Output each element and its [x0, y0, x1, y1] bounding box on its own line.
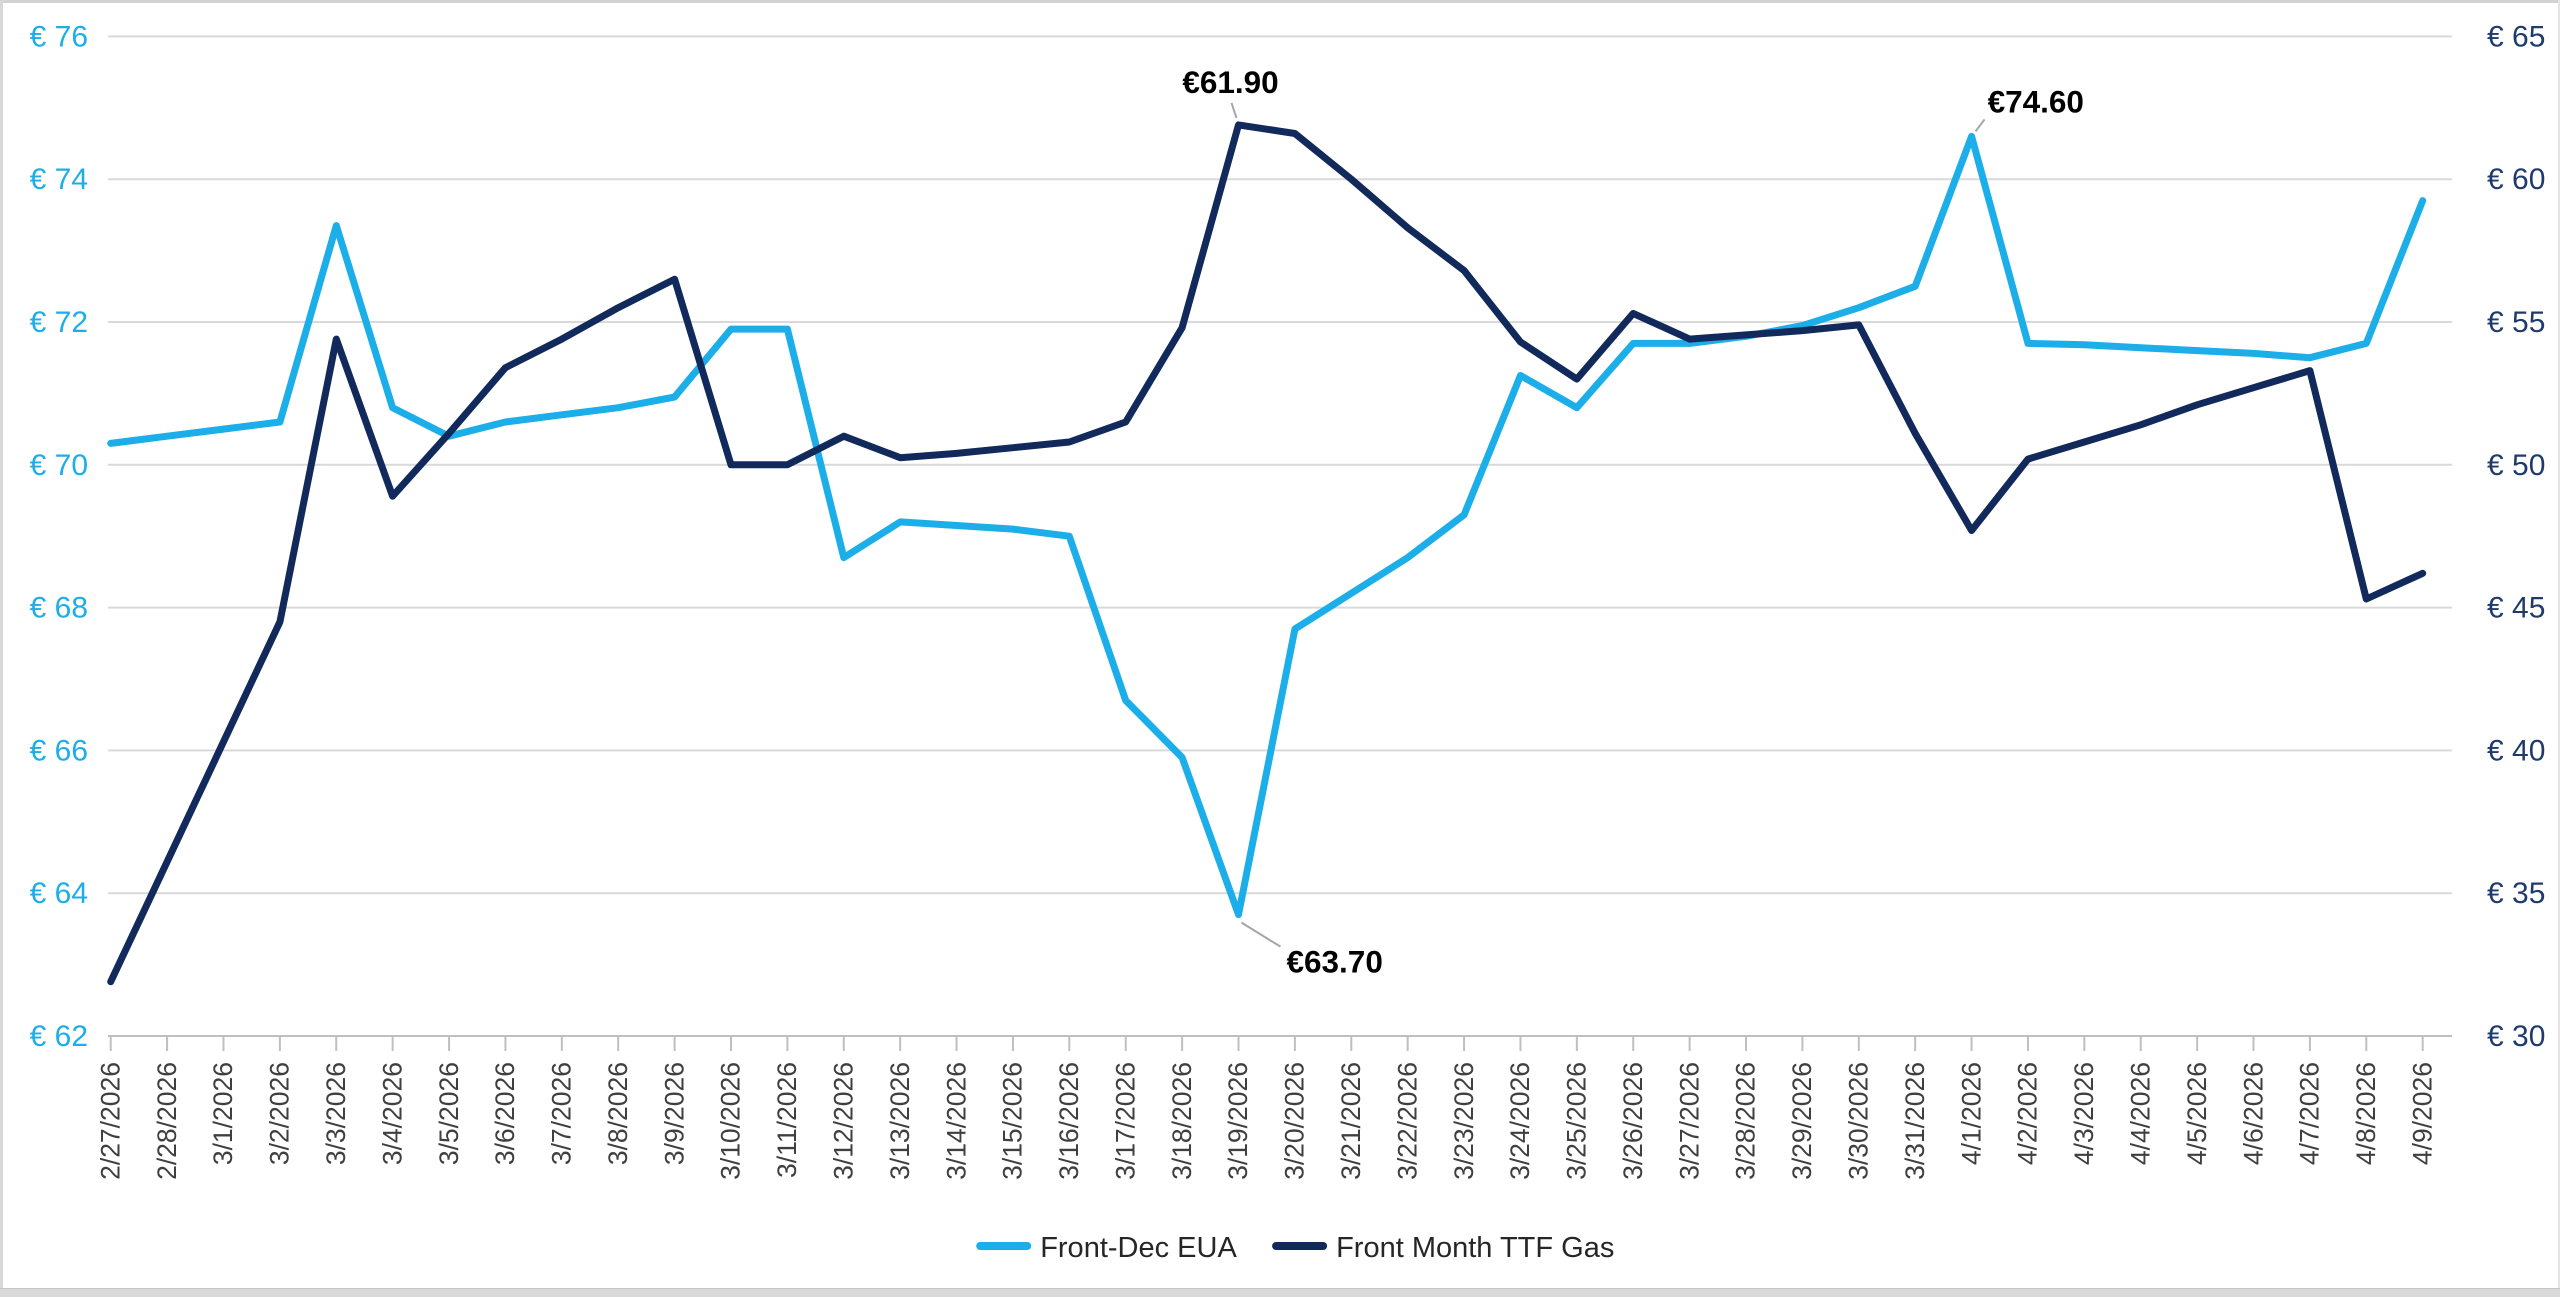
legend-item: Front-Dec EUA [976, 1232, 1237, 1264]
annotation-leader-line [1240, 921, 1282, 948]
x-axis-label: 4/3/2026 [2069, 1062, 2099, 1165]
x-axis-label: 3/27/2026 [1674, 1062, 1704, 1180]
x-axis-labels: 2/27/2026 2/28/2026 3/1/2026 3/2/2026 3/3/20… [95, 1062, 2437, 1180]
x-axis-label: 3/18/2026 [1167, 1062, 1197, 1180]
x-axis-label: 3/19/2026 [1223, 1062, 1253, 1180]
x-axis-label: 4/9/2026 [2407, 1062, 2437, 1165]
window-left-border [0, 0, 3, 1297]
x-axis-label: 4/2/2026 [2013, 1062, 2043, 1165]
left-axis-label: € 70 [30, 449, 88, 482]
x-axis-label: 3/2/2026 [265, 1062, 295, 1165]
right-axis-label: € 35 [2487, 877, 2545, 910]
x-axis-label: 3/11/2026 [772, 1062, 802, 1178]
legend-swatch [1272, 1242, 1328, 1250]
legend-label: Front Month TTF Gas [1336, 1232, 1614, 1264]
x-axis-label: 3/1/2026 [208, 1062, 238, 1165]
window-top-border [0, 0, 2560, 3]
x-axis-label: 3/20/2026 [1280, 1062, 1310, 1180]
axes [108, 1035, 2452, 1051]
left-axis-label: € 66 [30, 734, 88, 767]
right-axis-label: € 60 [2487, 163, 2545, 196]
annotation-label: €63.70 [1287, 944, 1383, 980]
x-axis-label: 3/26/2026 [1618, 1062, 1648, 1180]
x-axis-label: 3/16/2026 [1054, 1062, 1084, 1180]
x-axis-label: 3/15/2026 [998, 1062, 1028, 1180]
x-axis-label: 3/3/2026 [321, 1062, 351, 1165]
x-axis-label: 3/9/2026 [659, 1062, 689, 1165]
x-axis-label: 4/5/2026 [2182, 1062, 2212, 1165]
series-lines [107, 121, 2427, 986]
window-right-border [2558, 0, 2560, 1297]
left-axis-label: € 74 [30, 163, 88, 196]
x-axis-label: 3/17/2026 [1110, 1062, 1140, 1180]
x-axis-label: 3/23/2026 [1449, 1062, 1479, 1180]
x-axis-label: 3/29/2026 [1787, 1062, 1817, 1180]
right-axis-label: € 65 [2487, 20, 2545, 53]
gridlines [108, 35, 2452, 895]
x-axis-label: 4/4/2026 [2125, 1062, 2155, 1165]
x-axis-label: 4/1/2026 [1956, 1062, 1986, 1165]
x-axis-label: 3/14/2026 [941, 1062, 971, 1180]
legend-item: Front Month TTF Gas [1272, 1232, 1614, 1264]
window-bottom-bar [0, 1288, 2560, 1297]
x-axis-label: 2/28/2026 [152, 1062, 182, 1180]
x-axis-label: 3/28/2026 [1731, 1062, 1761, 1180]
legend-swatch [976, 1242, 1032, 1250]
x-axis-label: 3/8/2026 [603, 1062, 633, 1165]
x-axis-label: 3/13/2026 [885, 1062, 915, 1180]
left-axis-label: € 72 [30, 306, 88, 339]
right-axis-label: € 50 [2487, 449, 2545, 482]
legend: Front-Dec EUA Front Month TTF Gas [976, 1232, 1614, 1264]
x-axis-label: 3/24/2026 [1505, 1062, 1535, 1180]
right-axis-label: € 40 [2487, 734, 2545, 767]
right-axis-label: € 45 [2487, 592, 2545, 625]
annotation-label: €74.60 [1988, 83, 2084, 119]
annotation-label: €61.90 [1182, 64, 1278, 100]
right-axis-label: € 55 [2487, 306, 2545, 339]
x-axis-label: 2/27/2026 [95, 1062, 125, 1180]
x-axis-label: 4/6/2026 [2238, 1062, 2268, 1165]
x-axis-label: 3/31/2026 [1900, 1062, 1930, 1180]
legend-label: Front-Dec EUA [1040, 1232, 1237, 1264]
x-axis-label: 3/7/2026 [547, 1062, 577, 1165]
right-axis-label: € 30 [2487, 1020, 2545, 1053]
x-axis-label: 4/8/2026 [2351, 1062, 2381, 1165]
x-axis-label: 3/10/2026 [716, 1062, 746, 1180]
annotation-leader-line [1974, 118, 1986, 132]
left-axis-label: € 68 [30, 592, 88, 625]
x-axis-label: 3/25/2026 [1562, 1062, 1592, 1180]
x-axis-label: 3/22/2026 [1392, 1062, 1422, 1180]
x-axis-label: 3/21/2026 [1336, 1062, 1366, 1180]
x-axis-label: 3/30/2026 [1844, 1062, 1874, 1180]
x-axis-label: 3/5/2026 [434, 1062, 464, 1165]
left-axis-label: € 62 [30, 1020, 88, 1053]
eua-line [107, 132, 2427, 919]
left-axis-labels: € 62 € 64 € 66 € 68 € 70 € 72 € 74 € 76 [30, 20, 88, 1053]
x-axis-label: 3/6/2026 [490, 1062, 520, 1165]
x-axis-label: 4/7/2026 [2295, 1062, 2325, 1165]
left-axis-label: € 64 [30, 877, 88, 910]
annotation-leader-line [1230, 102, 1238, 119]
ttf-line [107, 121, 2427, 986]
left-axis-label: € 76 [30, 20, 88, 53]
x-axis-label: 3/12/2026 [829, 1062, 859, 1180]
x-axis-label: 3/4/2026 [377, 1062, 407, 1165]
annotations: €61.90 €63.70 €74.60 [1182, 64, 2084, 980]
right-axis-labels: € 30 € 35 € 40 € 45 € 50 € 55 € 60 € 65 [2487, 20, 2545, 1053]
